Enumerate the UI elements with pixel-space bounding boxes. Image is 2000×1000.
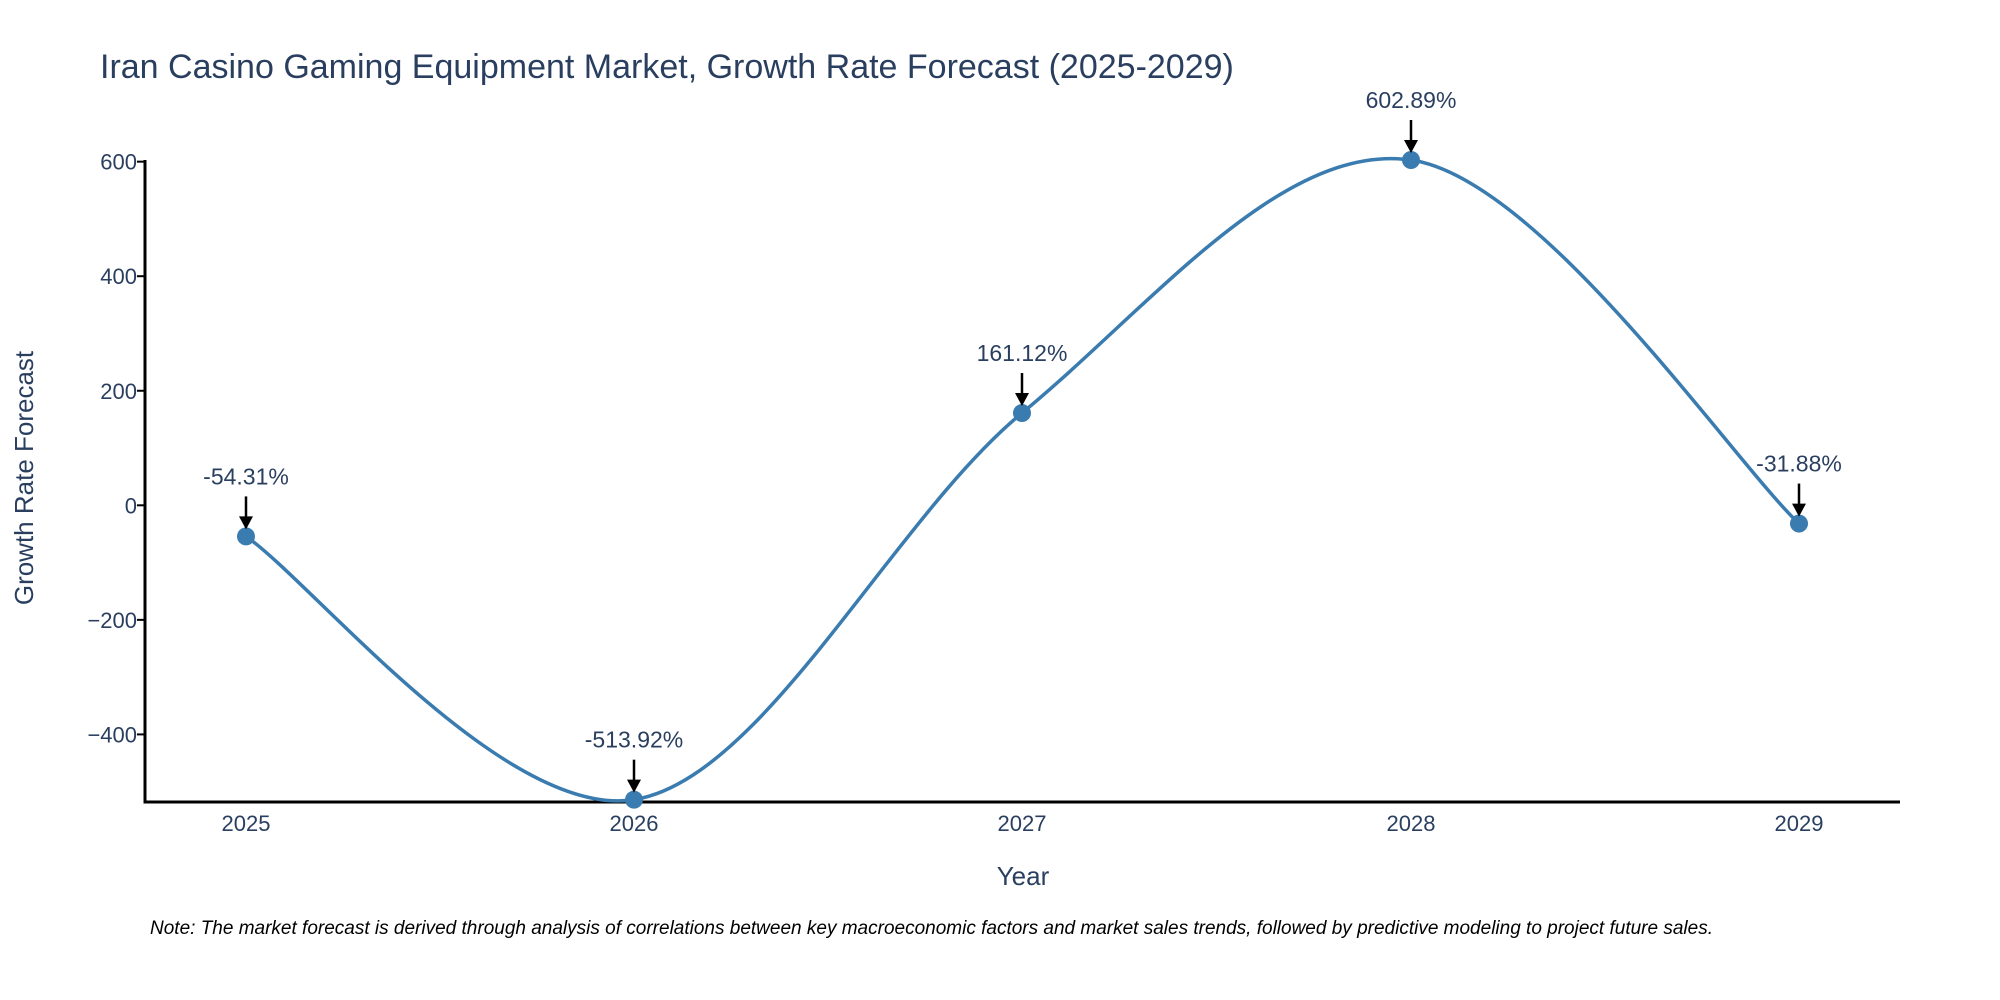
annotation-arrow-head — [627, 779, 641, 793]
series-line — [245, 156, 1801, 803]
x-tick-label: 2025 — [222, 811, 271, 836]
y-tick-label: 0 — [125, 493, 137, 518]
y-axis-title: Growth Rate Forecast — [9, 350, 39, 605]
x-tick-label: 2029 — [1775, 811, 1824, 836]
data-point — [1790, 514, 1808, 533]
data-markers — [237, 151, 1808, 809]
x-tick-label: 2026 — [610, 811, 659, 836]
data-label: -31.88% — [1756, 451, 1842, 477]
y-tick-label: −400 — [87, 722, 137, 747]
annotation-arrow-head — [1015, 393, 1029, 407]
data-point — [1402, 151, 1420, 169]
data-point — [237, 527, 255, 546]
chart-title: Iran Casino Gaming Equipment Market, Gro… — [100, 48, 1234, 86]
y-tick-label: 200 — [100, 379, 137, 404]
data-label: 602.89% — [1366, 87, 1457, 113]
footnote: Note: The market forecast is derived thr… — [150, 918, 1713, 939]
x-tick-label: 2027 — [998, 811, 1047, 836]
data-annotations: -54.31% -513.92% 161.12% 602.89% -31.88% — [203, 87, 1842, 793]
data-label: -513.92% — [585, 727, 683, 753]
x-axis-ticks: 2025 2026 2027 2028 2029 — [222, 811, 1824, 836]
y-tick-label: 400 — [100, 264, 137, 289]
y-tick-label: −200 — [87, 608, 137, 633]
x-axis-title: Year — [997, 861, 1050, 891]
annotation-arrow-head — [239, 516, 253, 530]
y-axis-ticks: −400 −200 0 200 400 600 — [87, 150, 145, 747]
data-point — [625, 790, 643, 809]
data-label: 161.12% — [977, 340, 1068, 366]
y-tick-label: 600 — [100, 150, 137, 175]
annotation-arrow-head — [1404, 140, 1418, 153]
data-point — [1013, 404, 1031, 423]
annotation-arrow-head — [1792, 503, 1806, 517]
x-tick-label: 2028 — [1387, 811, 1436, 836]
data-label: -54.31% — [203, 463, 289, 489]
